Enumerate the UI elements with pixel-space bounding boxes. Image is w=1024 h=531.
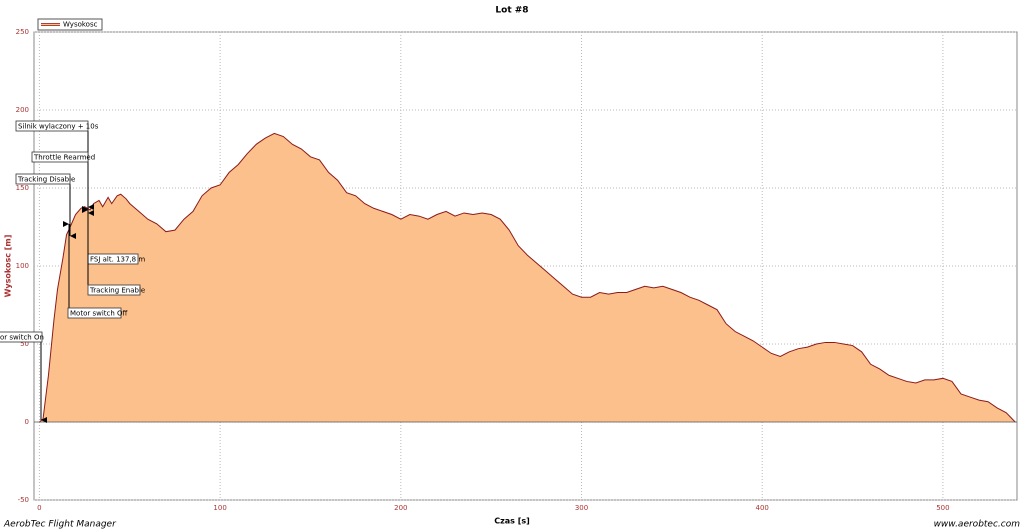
y-axis-label: Wysokosc [m]: [4, 235, 13, 298]
x-tick-label: 0: [37, 504, 41, 512]
annotation-label: Silnik wylaczony + 10s: [18, 123, 99, 131]
legend-label: Wysokosc: [63, 21, 98, 29]
annotation-label: Throttle Rearmed: [33, 154, 95, 162]
area-fill: [39, 133, 1016, 422]
x-tick-label: 100: [213, 504, 226, 512]
x-tick-label: 400: [756, 504, 769, 512]
annotation-label: or switch On: [0, 334, 44, 342]
y-tick-label: 250: [16, 28, 29, 36]
annotation-box: [31, 151, 89, 163]
annotation-box: [87, 284, 141, 296]
y-tick-label: 50: [20, 340, 29, 348]
annotation-label: Tracking Disable: [17, 176, 75, 184]
legend: [37, 18, 103, 31]
y-tick-label: 150: [16, 184, 29, 192]
annotation-box: [67, 307, 122, 319]
chart-title: Lot #8: [495, 6, 528, 16]
footer-right: www.aerobtec.com: [934, 520, 1021, 530]
x-axis-label: Czas [s]: [494, 517, 530, 526]
annotation-box: [0, 331, 43, 343]
footer-left: AerobTec Flight Manager: [3, 520, 117, 530]
annotation-label: FSJ alt. 137,8 m: [90, 256, 145, 264]
x-tick-label: 500: [936, 504, 949, 512]
y-tick-label: 100: [16, 262, 29, 270]
annotation-box: [15, 120, 89, 132]
x-tick-label: 200: [394, 504, 407, 512]
y-tick-label: 0: [25, 418, 29, 426]
x-tick-label: 300: [575, 504, 588, 512]
annotation-label: Motor switch Off: [70, 310, 128, 318]
area-line: [39, 132, 1016, 423]
y-tick-label: -50: [18, 496, 29, 504]
y-tick-label: 200: [16, 106, 29, 114]
annotation-label: Tracking Enable: [89, 287, 145, 295]
annotation-box: [15, 173, 71, 185]
